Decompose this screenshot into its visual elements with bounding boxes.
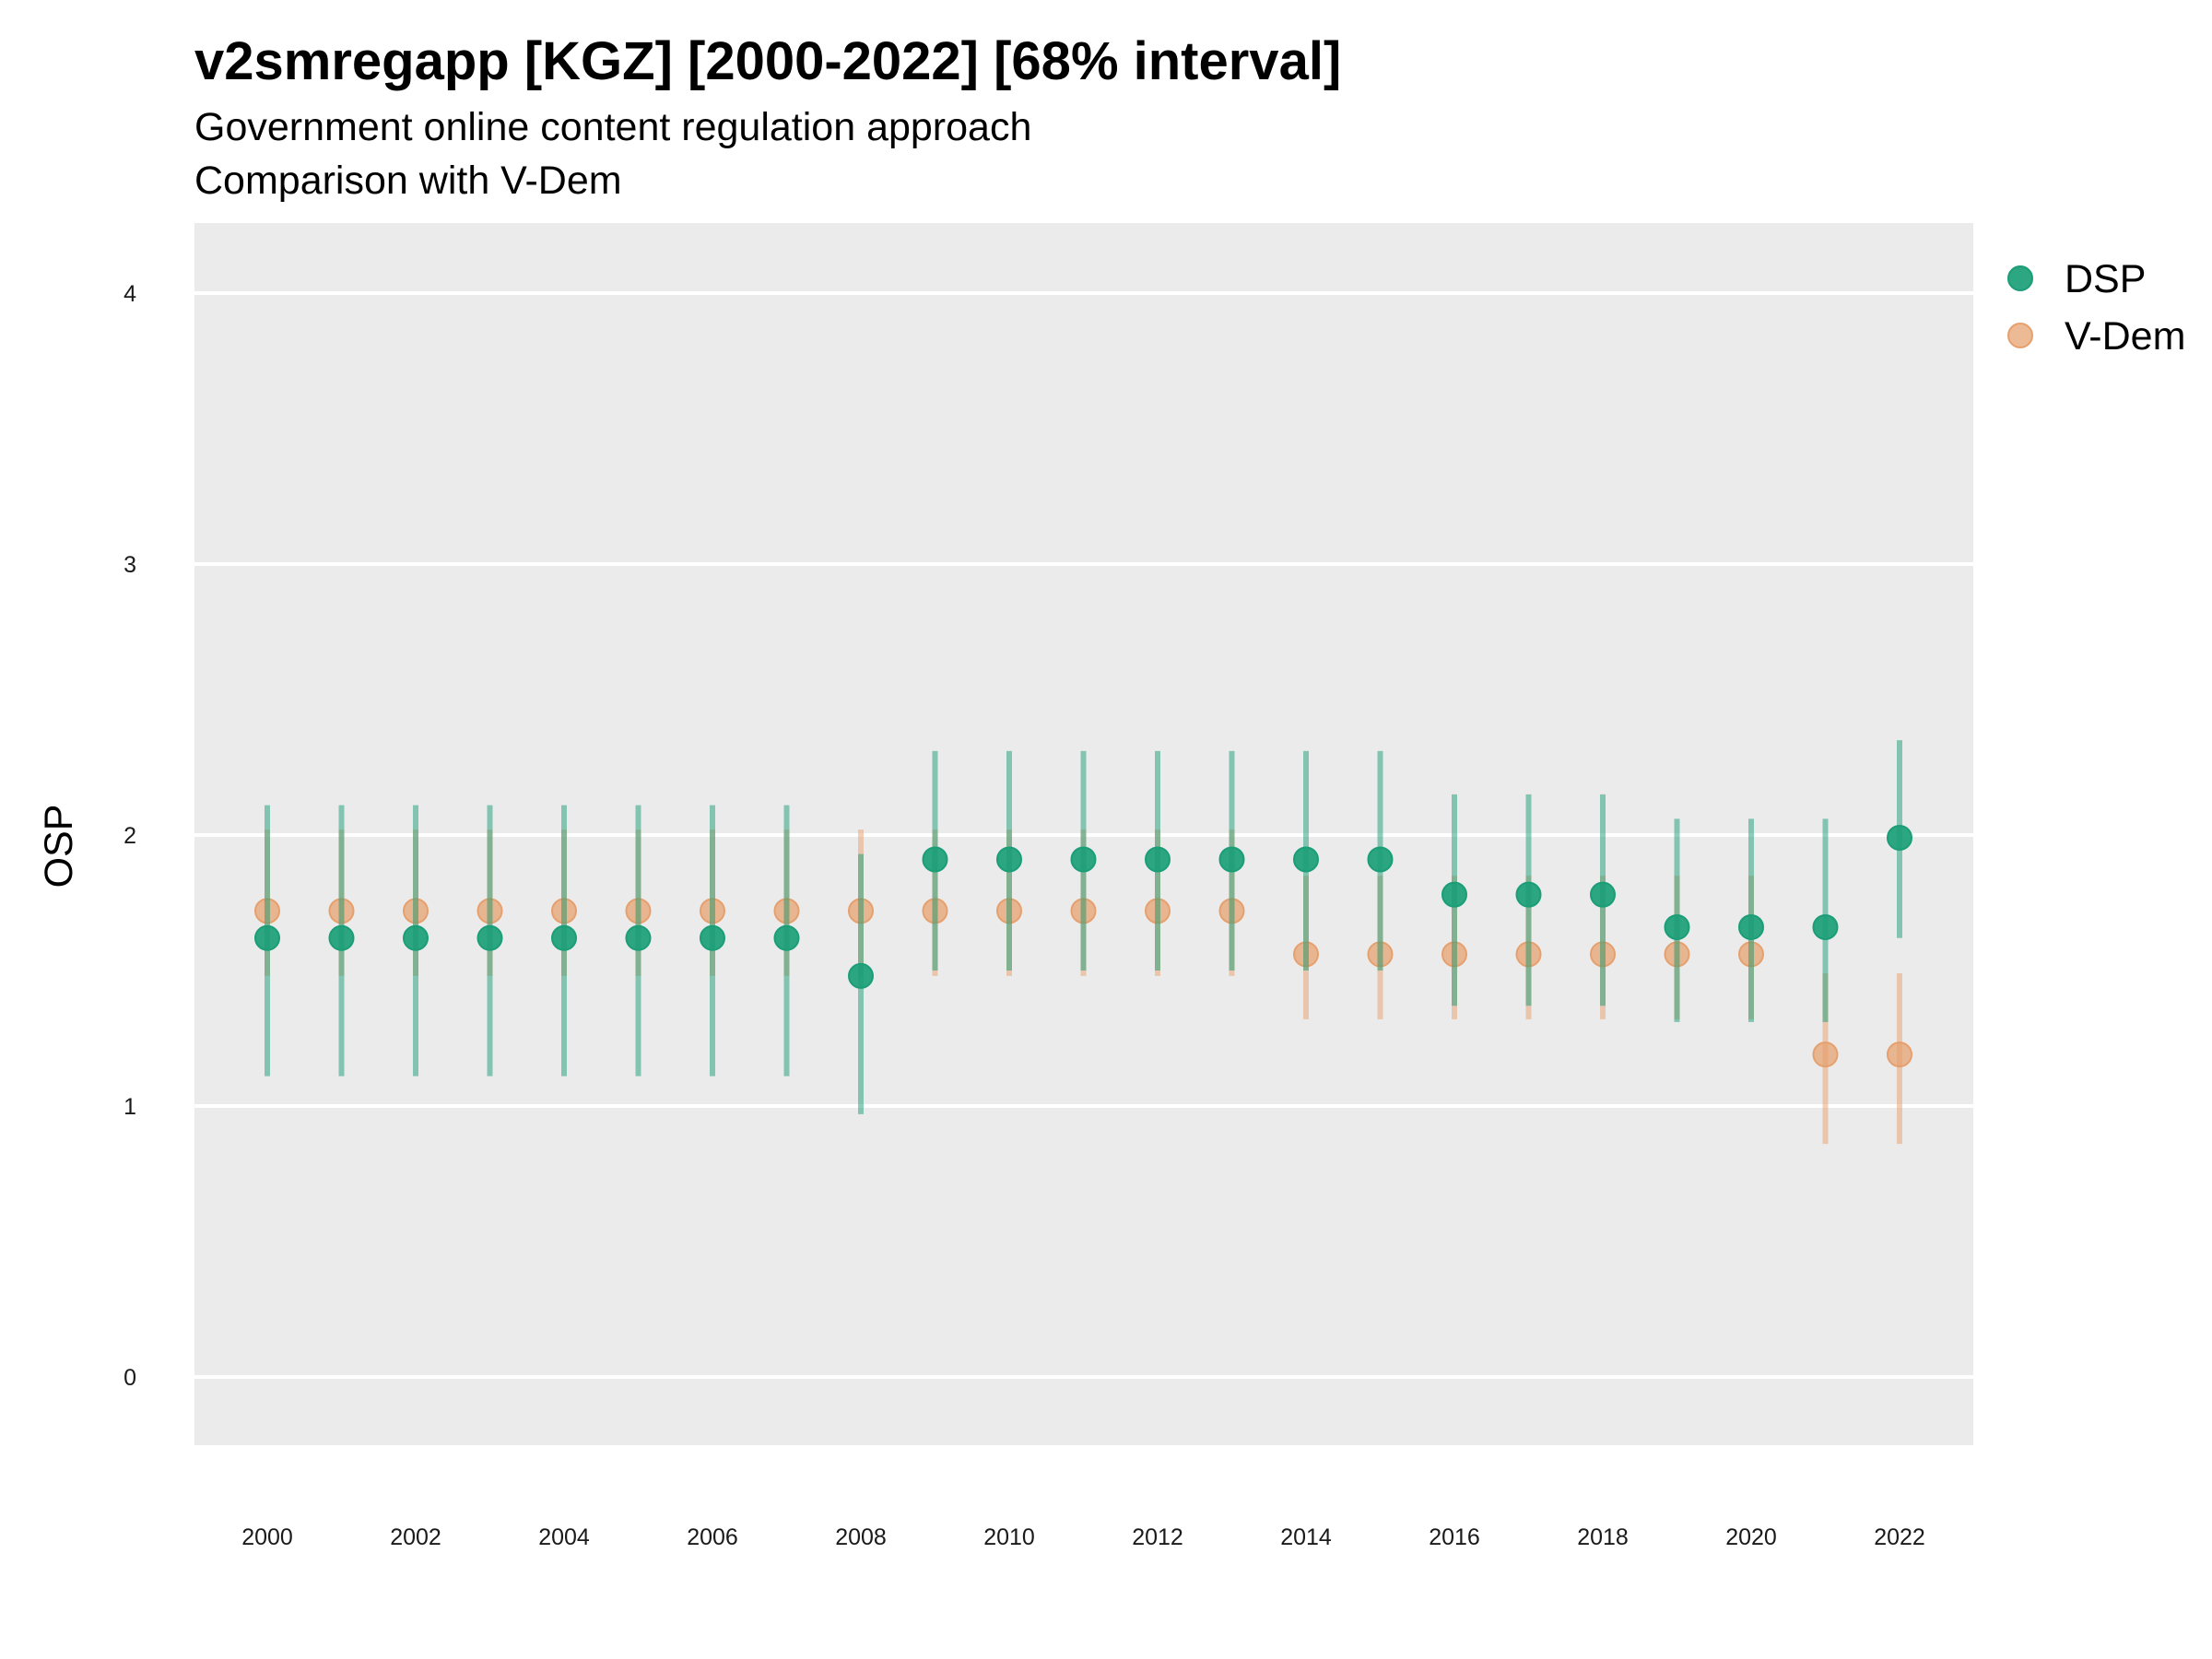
data-point: [1441, 881, 1467, 908]
data-point: [1664, 913, 1690, 940]
series-dsp: [254, 740, 1912, 1114]
data-point: [477, 924, 503, 951]
x-tick-label: 2010: [983, 1524, 1035, 1550]
data-point: [700, 924, 725, 951]
x-tick-label: 2016: [1429, 1524, 1480, 1550]
x-tick-label: 2014: [1280, 1524, 1332, 1550]
legend: DSP V-Dem: [2007, 257, 2185, 359]
legend-key: [2007, 323, 2033, 348]
data-point: [328, 924, 355, 951]
y-tick-labels: 0 1 2 3 4: [124, 281, 136, 1391]
data-point: [1590, 881, 1616, 908]
data-point: [551, 924, 577, 951]
x-tick-label: 2018: [1577, 1524, 1629, 1550]
chart-subtitle: Government online content regulation app…: [194, 105, 1032, 149]
data-point: [1887, 824, 1912, 851]
data-point: [403, 924, 429, 951]
x-tick-label: 2000: [241, 1524, 293, 1550]
data-point: [1218, 846, 1245, 873]
x-tick-label: 2006: [687, 1524, 738, 1550]
x-tick-label: 2012: [1132, 1524, 1183, 1550]
data-point: [1887, 1041, 1912, 1068]
data-point: [1812, 913, 1839, 940]
chart-title: v2smregapp [KGZ] [2000-2022] [68% interv…: [194, 31, 1342, 91]
data-series: [254, 740, 1912, 1145]
data-point: [1738, 913, 1764, 940]
y-tick-label: 2: [124, 823, 136, 849]
data-point: [1367, 846, 1394, 873]
legend-key: [2007, 265, 2033, 291]
data-point: [1293, 846, 1319, 873]
data-point: [625, 924, 652, 951]
legend-label: DSP: [2065, 257, 2146, 301]
data-point: [848, 962, 874, 989]
x-tick-label: 2002: [390, 1524, 441, 1550]
data-point: [773, 924, 800, 951]
x-tick-label: 2022: [1874, 1524, 1925, 1550]
x-tick-label: 2004: [538, 1524, 590, 1550]
y-tick-label: 1: [124, 1094, 136, 1120]
data-point: [996, 846, 1022, 873]
x-tick-labels: 2000 2002 2004 2006 2008 2010 2012 2014 2016 2018…: [241, 1524, 1925, 1550]
x-tick-label: 2008: [835, 1524, 887, 1550]
y-axis-title: OSP: [37, 805, 81, 888]
data-point: [922, 846, 948, 873]
legend-label: V-Dem: [2065, 314, 2185, 359]
data-point: [1070, 846, 1097, 873]
data-point: [254, 924, 280, 951]
data-point: [1812, 1041, 1839, 1068]
data-point: [1515, 881, 1542, 908]
y-tick-label: 0: [124, 1365, 136, 1391]
y-tick-label: 4: [124, 281, 136, 307]
data-point: [1145, 846, 1171, 873]
y-tick-label: 3: [124, 552, 136, 578]
chart-subtitle-comparison: Comparison with V-Dem: [194, 159, 622, 203]
x-tick-label: 2020: [1725, 1524, 1777, 1550]
